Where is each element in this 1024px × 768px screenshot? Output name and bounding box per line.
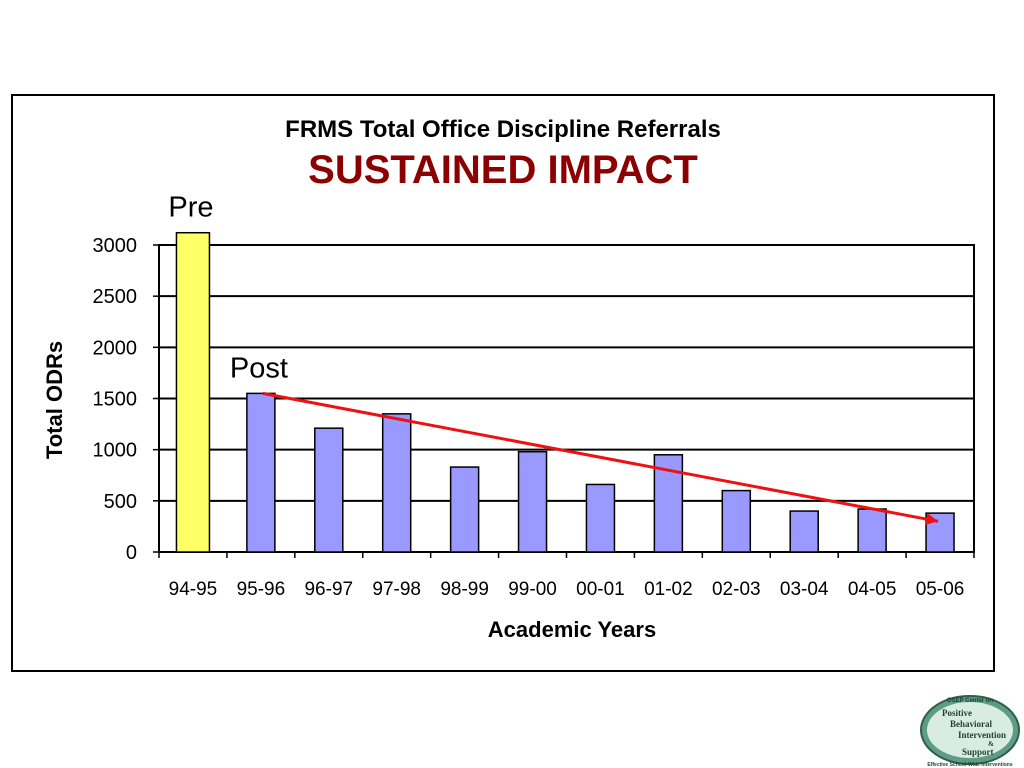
logo-line-3: Intervention (958, 730, 1006, 740)
y-tick-label: 500 (104, 491, 137, 513)
bar-post (857, 508, 887, 553)
chart-subtitle: SUSTAINED IMPACT (308, 148, 698, 192)
y-tick-label: 1000 (93, 440, 138, 462)
x-axis-label: Academic Years (488, 617, 656, 642)
logo-line-1: Positive (942, 708, 972, 718)
annotation-pre: Pre (168, 192, 213, 224)
logo-line-2: Behavioral (950, 719, 992, 729)
bar-post (721, 489, 752, 553)
bar-post (925, 512, 955, 553)
bar-post (585, 483, 616, 553)
y-tick-label: 0 (126, 542, 137, 564)
bar-pre (175, 231, 211, 553)
trend-arrowhead (925, 513, 939, 525)
bar-post (789, 510, 819, 553)
x-tick-label: 02-03 (712, 579, 761, 600)
trend-line (262, 391, 939, 523)
logo-tagline: Effective School-Wide Interventions (927, 762, 1012, 768)
logo-line-4: & (988, 740, 994, 748)
x-tick-label: 05-06 (916, 579, 965, 600)
x-tick-label: 04-05 (848, 579, 897, 600)
x-tick-label: 99-00 (508, 579, 557, 600)
bar-post (246, 392, 276, 553)
annotation-post: Post (230, 352, 288, 384)
y-tick-label: 2000 (93, 337, 138, 359)
bar-post (449, 466, 480, 553)
logo-line-5: Support (962, 747, 994, 757)
chart-title: FRMS Total Office Discipline Referrals (285, 116, 721, 143)
x-tick-label: 01-02 (644, 579, 693, 600)
y-tick-label: 1500 (93, 389, 138, 411)
x-tick-label: 96-97 (304, 579, 353, 600)
x-tick-label: 94-95 (169, 579, 218, 600)
y-axis-label: Total ODRs (42, 341, 67, 459)
x-tick-label: 98-99 (440, 579, 489, 600)
y-tick-label: 2500 (93, 286, 138, 308)
x-tick-label: 95-96 (237, 579, 286, 600)
y-tick-label: 3000 (93, 235, 138, 257)
x-tick-label: 03-04 (780, 579, 829, 600)
odr-bar-chart: FRMS Total Office Discipline Referrals S… (42, 116, 975, 642)
bar-post (517, 450, 548, 553)
bar-post (314, 427, 344, 553)
logo-header: OSEP Center on (947, 698, 994, 704)
pbis-logo: OSEP Center on Positive Behavioral Inter… (920, 695, 1020, 768)
x-tick-label: 97-98 (372, 579, 421, 600)
x-tick-label: 00-01 (576, 579, 625, 600)
bar-post (381, 413, 412, 553)
chart-frame: FRMS Total Office Discipline Referrals S… (11, 94, 995, 672)
